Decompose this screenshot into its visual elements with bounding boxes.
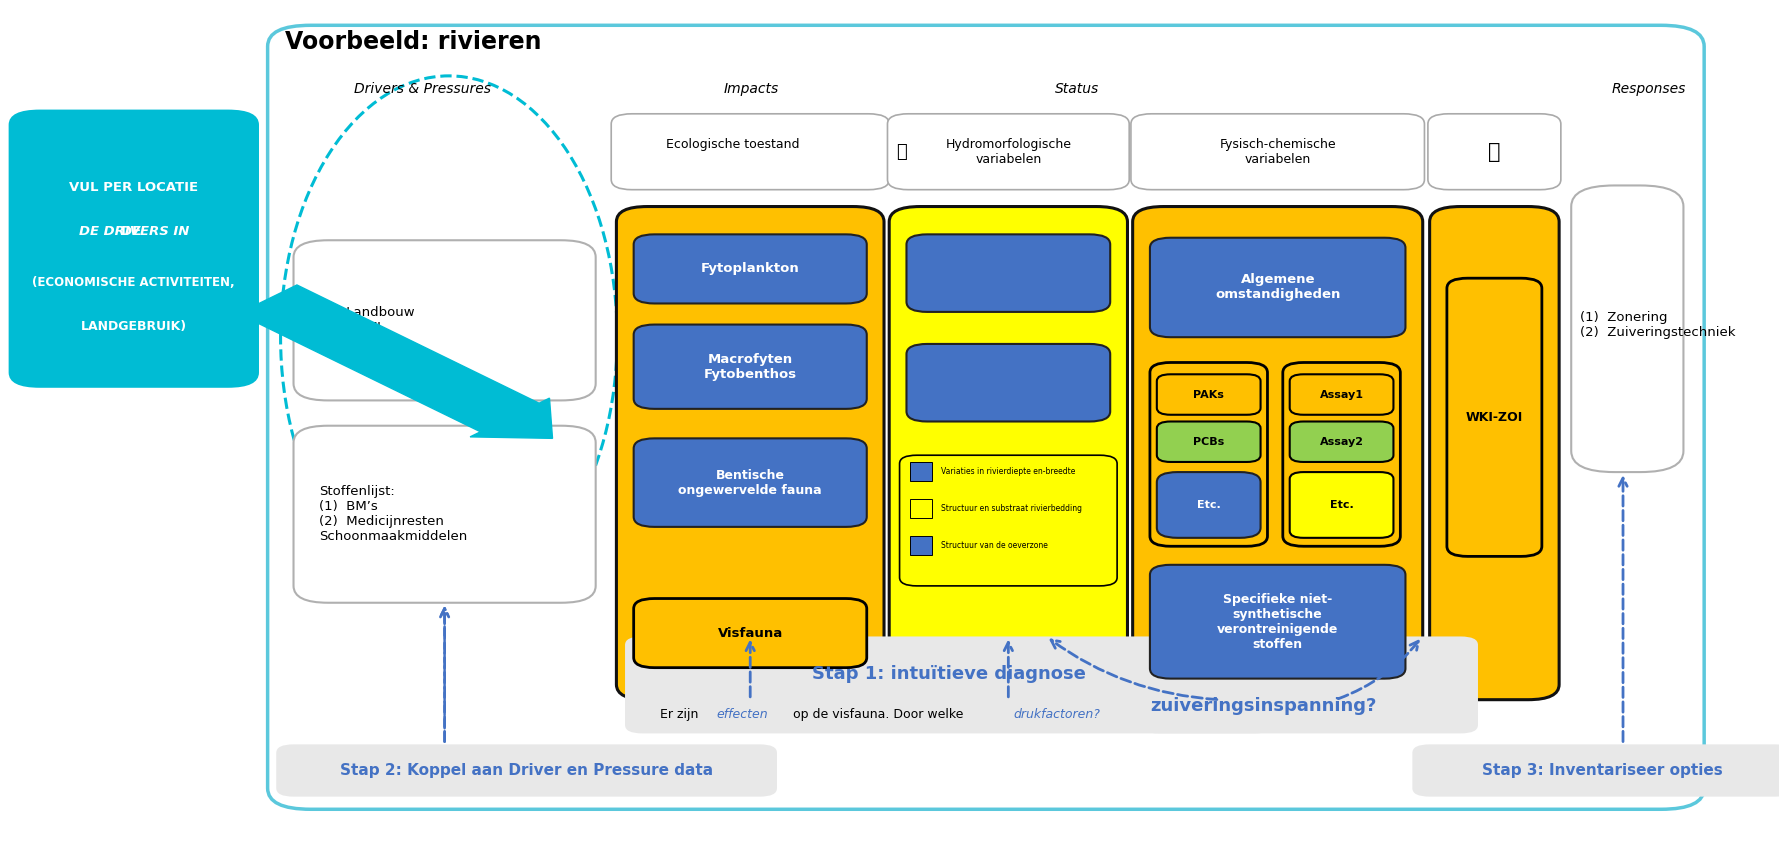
FancyBboxPatch shape — [1156, 374, 1261, 415]
Text: drukfactoren?: drukfactoren? — [1014, 708, 1101, 722]
FancyBboxPatch shape — [1413, 744, 1779, 797]
FancyBboxPatch shape — [616, 207, 884, 700]
FancyBboxPatch shape — [1149, 565, 1405, 679]
Text: (ECONOMISCHE ACTIVITEITEN,: (ECONOMISCHE ACTIVITEITEN, — [32, 276, 235, 288]
Text: Drivers & Pressures: Drivers & Pressures — [354, 82, 491, 95]
Bar — [909, 536, 932, 555]
Text: PAKs: PAKs — [1194, 389, 1224, 400]
Text: Fysisch-chemische
variabelen: Fysisch-chemische variabelen — [1219, 137, 1336, 166]
Text: Hydromorfologische
variabelen: Hydromorfologische variabelen — [945, 137, 1071, 166]
FancyBboxPatch shape — [1571, 185, 1683, 472]
Text: Ecologische toestand: Ecologische toestand — [665, 138, 801, 152]
FancyBboxPatch shape — [1290, 472, 1393, 538]
Bar — [909, 462, 932, 481]
FancyBboxPatch shape — [624, 636, 1272, 733]
Text: effecten: effecten — [717, 708, 769, 722]
Text: Algemene
omstandigheden: Algemene omstandigheden — [1215, 273, 1340, 302]
FancyBboxPatch shape — [1430, 207, 1558, 700]
FancyBboxPatch shape — [633, 599, 866, 668]
Text: Responses: Responses — [1612, 82, 1686, 95]
Text: Assay2: Assay2 — [1320, 437, 1363, 447]
FancyBboxPatch shape — [1290, 374, 1393, 415]
Text: VUL PER LOCATIE: VUL PER LOCATIE — [69, 181, 199, 194]
Text: Assay1: Assay1 — [1320, 389, 1363, 400]
FancyBboxPatch shape — [9, 110, 260, 388]
Text: Stap 3: Inventariseer opties: Stap 3: Inventariseer opties — [1482, 763, 1722, 778]
Text: ... effecten op: ... effecten op — [1149, 657, 1247, 670]
FancyBboxPatch shape — [294, 426, 596, 603]
Text: Status: Status — [1055, 82, 1099, 95]
FancyBboxPatch shape — [1290, 422, 1393, 462]
Text: 🚰: 🚰 — [1487, 142, 1501, 162]
Text: Variaties in rivierdiepte en-breedte: Variaties in rivierdiepte en-breedte — [941, 467, 1075, 475]
FancyBboxPatch shape — [1142, 636, 1478, 733]
Bar — [909, 499, 932, 518]
FancyBboxPatch shape — [1156, 422, 1261, 462]
Text: PCBs: PCBs — [1194, 437, 1224, 447]
FancyBboxPatch shape — [907, 234, 1110, 312]
FancyBboxPatch shape — [1149, 362, 1267, 546]
Text: Bentische
ongewervelde fauna: Bentische ongewervelde fauna — [678, 469, 822, 497]
Text: Fytoplankton: Fytoplankton — [701, 262, 799, 276]
Text: LANDGEBRUIK): LANDGEBRUIK) — [80, 320, 187, 333]
Text: Stap 1: intuïtieve diagnose: Stap 1: intuïtieve diagnose — [811, 665, 1085, 684]
FancyBboxPatch shape — [633, 234, 866, 303]
Text: (1)  Zonering
(2)  Zuiveringstechniek: (1) Zonering (2) Zuiveringstechniek — [1580, 310, 1735, 339]
Text: Etc.: Etc. — [1329, 500, 1354, 510]
Text: Etc.: Etc. — [1197, 500, 1220, 510]
FancyBboxPatch shape — [294, 240, 596, 400]
FancyBboxPatch shape — [276, 744, 777, 797]
Text: DE DRIVERS IN: DE DRIVERS IN — [78, 225, 189, 239]
FancyBboxPatch shape — [1156, 472, 1261, 538]
FancyBboxPatch shape — [900, 455, 1117, 586]
Text: op de visfauna. Door welke: op de visfauna. Door welke — [790, 708, 968, 722]
FancyBboxPatch shape — [633, 325, 866, 409]
FancyBboxPatch shape — [890, 207, 1128, 700]
FancyBboxPatch shape — [1133, 207, 1423, 700]
Text: Specifieke niet-
synthetische
verontreinigende
stoffen: Specifieke niet- synthetische verontrein… — [1217, 593, 1338, 651]
FancyBboxPatch shape — [1283, 362, 1400, 546]
Text: zuiveringsinspanning?: zuiveringsinspanning? — [1149, 696, 1377, 715]
Text: Stoffenlijst:
(1)  BM’s
(2)  Medicijnresten
Schoonmaakmiddelen: Stoffenlijst: (1) BM’s (2) Medicijnreste… — [320, 486, 468, 543]
FancyBboxPatch shape — [1446, 278, 1542, 556]
FancyBboxPatch shape — [888, 114, 1130, 190]
FancyBboxPatch shape — [1131, 114, 1425, 190]
FancyBboxPatch shape — [612, 114, 890, 190]
FancyBboxPatch shape — [1149, 238, 1405, 337]
FancyArrow shape — [238, 285, 553, 438]
Text: Macrofyten
Fytobenthos: Macrofyten Fytobenthos — [704, 352, 797, 381]
Text: DE: DE — [121, 225, 146, 239]
Text: Stap 2: Koppel aan Driver en Pressure data: Stap 2: Koppel aan Driver en Pressure da… — [340, 763, 713, 778]
FancyBboxPatch shape — [1429, 114, 1560, 190]
FancyBboxPatch shape — [907, 344, 1110, 422]
FancyBboxPatch shape — [633, 438, 866, 527]
Text: Impacts: Impacts — [724, 82, 779, 95]
Text: 🐟: 🐟 — [897, 142, 907, 161]
Text: Er zijn: Er zijn — [660, 708, 703, 722]
Text: Voorbeeld: rivieren: Voorbeeld: rivieren — [285, 30, 541, 54]
Text: WKI-ZOI: WKI-ZOI — [1466, 411, 1523, 424]
Text: Visfauna: Visfauna — [717, 626, 783, 640]
Text: (1)  Landbouw
(2)  RWZI: (1) Landbouw (2) RWZI — [320, 306, 415, 335]
Text: Structuur en substraat rivierbedding: Structuur en substraat rivierbedding — [941, 504, 1082, 513]
Text: Structuur van de oeverzone: Structuur van de oeverzone — [941, 541, 1048, 550]
